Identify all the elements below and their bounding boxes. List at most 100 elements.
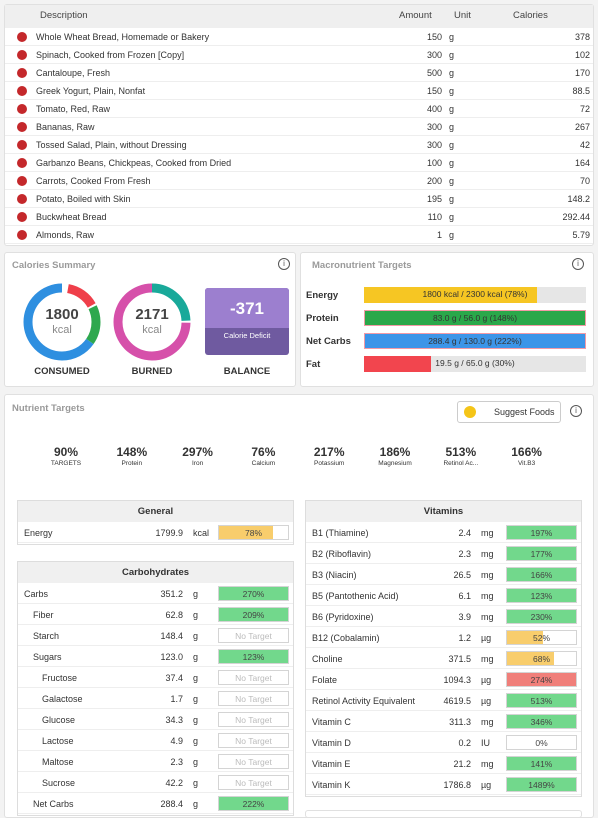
- percent-track: No Target: [218, 775, 289, 790]
- macro-bar: [365, 334, 585, 348]
- nutrient-unit: µg: [481, 633, 492, 643]
- row-line: [18, 771, 293, 772]
- percent-label: No Target: [235, 736, 272, 746]
- nutrient-unit: g: [193, 778, 199, 788]
- food-amount: 150: [426, 86, 442, 96]
- percent-label: 68%: [532, 654, 550, 664]
- macro-bar: [364, 287, 538, 303]
- row-line: [18, 729, 293, 730]
- food-icon: [17, 32, 27, 42]
- nutrient-unit: g: [193, 799, 199, 809]
- percent-label: 270%: [242, 589, 265, 599]
- nutrient-unit: µg: [481, 675, 492, 685]
- nutrient-unit: kcal: [193, 528, 210, 538]
- food-name: Whole Wheat Bread, Homemade or Bakery: [36, 32, 210, 42]
- nutrient-amount: 37.4: [165, 673, 183, 683]
- food-calories: 88.5: [572, 86, 590, 96]
- macro-track: 1800 kcal / 2300 kcal (78%): [364, 287, 586, 303]
- row-line: [5, 189, 593, 190]
- column-header: Unit: [454, 10, 471, 21]
- suggest-button[interactable]: [457, 401, 561, 423]
- nutrient-amount: 2.4: [458, 528, 471, 538]
- food-icon: [17, 230, 27, 240]
- nutrient-unit: g: [193, 631, 199, 641]
- percent-track: No Target: [218, 691, 289, 706]
- food-unit: g: [449, 140, 455, 150]
- macro-label: 19.5 g / 65.0 g (30%): [435, 358, 515, 368]
- food-name: Spinach, Cooked from Frozen [Copy]: [36, 50, 185, 60]
- macro-name: Net Carbs: [306, 336, 351, 347]
- percent-bar: [507, 526, 576, 539]
- nutrient-amount: 26.5: [453, 570, 471, 580]
- row-line: [5, 153, 593, 154]
- nutrient-amount: 2.3: [170, 757, 183, 767]
- food-name: Cantaloupe, Fresh: [36, 68, 111, 78]
- nutrient-name: Net Carbs: [33, 799, 74, 809]
- ring-name: Calcium: [251, 460, 276, 467]
- balance-value: -371: [229, 299, 265, 318]
- info-icon[interactable]: i: [278, 258, 290, 270]
- percent-label: 177%: [530, 549, 553, 559]
- food-calories: 102: [574, 50, 590, 60]
- food-amount: 150: [426, 32, 442, 42]
- nutrient-name: Carbs: [24, 589, 49, 599]
- percent-track: 141%: [506, 756, 577, 771]
- percent-label: No Target: [235, 778, 272, 788]
- nutrient-amount: 1094.3: [443, 675, 471, 685]
- suggest-label[interactable]: Suggest Foods: [494, 407, 555, 417]
- percent-track: 197%: [506, 525, 577, 540]
- food-name: Greek Yogurt, Plain, Nonfat: [36, 86, 146, 96]
- nutrient-name: B6 (Pyridoxine): [312, 612, 374, 622]
- row-line: [18, 792, 293, 793]
- nutrient-amount: 34.3: [165, 715, 183, 725]
- food-calories: 42: [579, 140, 590, 150]
- food-amount: 300: [426, 140, 442, 150]
- ring-value: 186%: [379, 445, 411, 459]
- food-icon: [17, 122, 27, 132]
- food-unit: g: [449, 230, 455, 240]
- row-line: [306, 542, 581, 543]
- nutrient-name: Fiber: [33, 610, 54, 620]
- row-line: [18, 666, 293, 667]
- percent-label: No Target: [235, 715, 272, 725]
- nutrient-unit: g: [193, 610, 199, 620]
- food-icon: [17, 176, 27, 186]
- nutrient-name: Choline: [312, 654, 343, 664]
- column-header: Calories: [513, 10, 548, 21]
- consumed-donut: [23, 283, 101, 361]
- row-line: [306, 647, 581, 648]
- food-unit: g: [449, 104, 455, 114]
- percent-track: 0%: [506, 735, 577, 750]
- nutrient-amount: 1.2: [458, 633, 471, 643]
- food-icon: [17, 86, 27, 96]
- percent-label: 52%: [532, 633, 550, 643]
- food-unit: g: [449, 158, 455, 168]
- food-unit: g: [449, 212, 455, 222]
- percent-bar: [507, 673, 576, 686]
- nutrient-name: Sugars: [33, 652, 62, 662]
- food-amount: 300: [426, 50, 442, 60]
- row-line: [5, 81, 593, 82]
- nutrient-unit: IU: [481, 738, 490, 748]
- percent-bar: [507, 547, 576, 560]
- calorie-value: 2171: [135, 306, 169, 323]
- info-icon[interactable]: i: [570, 405, 582, 417]
- row-line: [306, 710, 581, 711]
- nutrient-amount: 2.3: [458, 549, 471, 559]
- macro-track: 288.4 g / 130.0 g (222%): [364, 333, 586, 349]
- nutrient-unit: g: [193, 673, 199, 683]
- percent-label: 1489%: [528, 780, 555, 790]
- percent-label: No Target: [235, 631, 272, 641]
- percent-track: No Target: [218, 670, 289, 685]
- info-icon[interactable]: i: [572, 258, 584, 270]
- row-line: [18, 708, 293, 709]
- calorie-unit: kcal: [142, 324, 162, 336]
- food-calories: 170: [574, 68, 590, 78]
- percent-label: 0%: [535, 738, 548, 748]
- food-name: Carrots, Cooked From Fresh: [36, 176, 151, 186]
- nutrient-name: B5 (Pantothenic Acid): [312, 591, 399, 601]
- macro-track: 19.5 g / 65.0 g (30%): [364, 356, 586, 372]
- percent-bar: [219, 797, 288, 810]
- nutrient-unit: mg: [481, 591, 494, 601]
- food-amount: 300: [426, 122, 442, 132]
